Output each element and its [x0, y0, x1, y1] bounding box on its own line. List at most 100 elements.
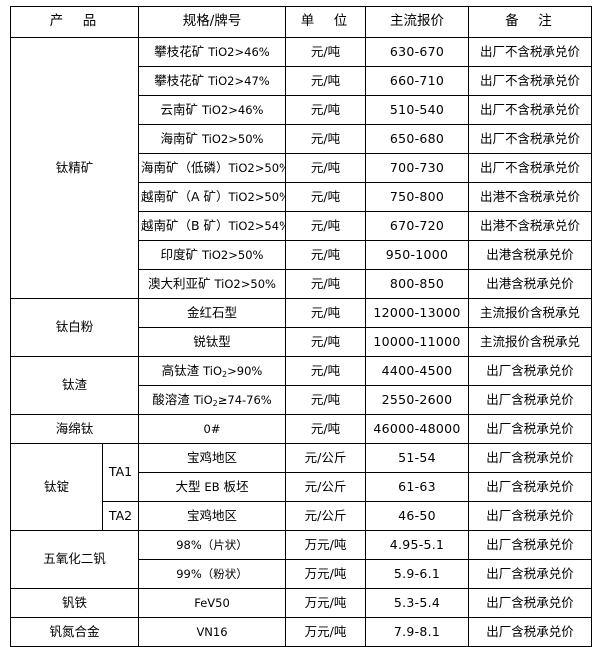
table-body: 钛精矿 攀枝花矿 TiO2>46% 元/吨 630-670 出厂不含税承兑价 攀枝花矿 T…	[10, 37, 592, 647]
remark-cell: 出港不含税承兑价	[468, 182, 592, 212]
unit-cell: 元/吨	[285, 356, 366, 386]
table-row: 云南矿 TiO2>46% 元/吨 510-540 出厂不含税承兑价	[11, 95, 592, 125]
price-cell: 630-670	[365, 37, 469, 67]
header-unit: 单 位	[285, 6, 366, 38]
unit-cell: 元/公斤	[285, 443, 366, 473]
spec-cell: 酸溶渣 TiO2≥74-76%	[138, 385, 286, 415]
unit-cell: 万元/吨	[285, 588, 366, 618]
price-cell: 2550-2600	[365, 385, 469, 415]
remark-cell: 出厂含税承兑价	[468, 385, 592, 415]
product-name-cell: 钛精矿	[10, 37, 139, 299]
unit-cell: 万元/吨	[285, 530, 366, 560]
unit-cell: 元/吨	[285, 37, 366, 67]
spec-cell: 锐钛型	[138, 327, 286, 357]
unit-cell: 元/吨	[285, 211, 366, 241]
remark-cell: 出厂不含税承兑价	[468, 66, 592, 96]
remark-cell: 出港不含税承兑价	[468, 211, 592, 241]
product-name-cell: 五氧化二钒	[10, 530, 139, 589]
remark-cell: 出厂含税承兑价	[468, 472, 592, 502]
price-cell: 5.3-5.4	[365, 588, 469, 618]
remark-cell: 出港含税承兑价	[468, 269, 592, 299]
price-cell: 650-680	[365, 124, 469, 154]
table-row: 钒氮合金 VN16 万元/吨 7.9-8.1 出厂含税承兑价	[10, 617, 592, 647]
remark-cell: 出厂含税承兑价	[468, 356, 592, 386]
unit-cell: 元/吨	[285, 298, 366, 328]
header-row: 产 品 规格/牌号 单 位 主流报价 备 注	[10, 6, 592, 38]
unit-cell: 元/吨	[285, 182, 366, 212]
table-row: 攀枝花矿 TiO2>47% 元/吨 660-710 出厂不含税承兑价	[11, 66, 592, 96]
remark-cell: 出厂不含税承兑价	[468, 95, 592, 125]
price-cell: 7.9-8.1	[365, 617, 469, 647]
spec-cell: 印度矿 TiO2>50%	[138, 240, 286, 270]
spec-cell: 攀枝花矿 TiO2>46%	[138, 37, 286, 67]
remark-cell: 出厂含税承兑价	[468, 501, 592, 531]
price-cell: 10000-11000	[365, 327, 469, 357]
header-product: 产 品	[10, 6, 139, 38]
unit-cell: 元/吨	[285, 327, 366, 357]
price-cell: 750-800	[365, 182, 469, 212]
spec-cell: 澳大利亚矿 TiO2>50%	[138, 269, 286, 299]
product-name-cell: 钛渣	[10, 356, 139, 415]
price-cell: 800-850	[365, 269, 469, 299]
header-price: 主流报价	[365, 6, 469, 38]
spec-cell: 越南矿（B 矿）TiO2>54%	[138, 211, 286, 241]
price-cell: 660-710	[365, 66, 469, 96]
table-row: 钛渣 高钛渣 TiO2>90% 元/吨 4400-4500 出厂含税承兑价	[10, 356, 592, 415]
price-cell: 12000-13000	[365, 298, 469, 328]
unit-cell: 元/吨	[285, 124, 366, 154]
price-cell: 700-730	[365, 153, 469, 183]
grade-cell: TA1	[102, 443, 139, 502]
spec-cell: 金红石型	[138, 298, 286, 328]
table-header: 产 品 规格/牌号 单 位 主流报价 备 注	[10, 6, 592, 38]
spec-cell: 99%（粉状）	[138, 559, 286, 589]
grade-cell: TA2	[102, 501, 139, 531]
unit-cell: 元/吨	[285, 66, 366, 96]
remark-cell: 出厂含税承兑价	[468, 530, 592, 560]
table-row: 钛锭 TA1 宝鸡地区 元/公斤 51-54 出厂含税承兑价	[10, 443, 592, 531]
remark-cell: 出港含税承兑价	[468, 240, 592, 270]
price-cell: 510-540	[365, 95, 469, 125]
product-name-cell: 钛锭	[10, 443, 103, 531]
unit-cell: 元/吨	[285, 153, 366, 183]
spec-cell: 攀枝花矿 TiO2>47%	[138, 66, 286, 96]
price-cell: 46-50	[365, 501, 469, 531]
unit-cell: 元/公斤	[285, 501, 366, 531]
table-row: 锐钛型 元/吨 10000-11000 主流报价含税承兑	[11, 327, 592, 357]
remark-cell: 主流报价含税承兑	[468, 327, 592, 357]
spec-cell: VN16	[138, 617, 286, 647]
table-row: 钒铁 FeV50 万元/吨 5.3-5.4 出厂含税承兑价	[10, 588, 592, 618]
unit-cell: 万元/吨	[285, 559, 366, 589]
table-row: 越南矿（B 矿）TiO2>54% 元/吨 670-720 出港不含税承兑价	[11, 211, 592, 241]
spec-cell: 0#	[138, 414, 286, 444]
remark-cell: 主流报价含税承兑	[468, 298, 592, 328]
table-row: 海南矿 TiO2>50% 元/吨 650-680 出厂不含税承兑价	[11, 124, 592, 154]
price-cell: 46000-48000	[365, 414, 469, 444]
remark-cell: 出厂含税承兑价	[468, 617, 592, 647]
product-name-cell: 钒铁	[10, 588, 139, 618]
spec-cell: 海南矿（低磷）TiO2>50%	[138, 153, 286, 183]
spec-cell: FeV50	[138, 588, 286, 618]
remark-cell: 出厂含税承兑价	[468, 588, 592, 618]
table-row: 海绵钛 0# 元/吨 46000-48000 出厂含税承兑价	[10, 414, 592, 444]
price-cell: 51-54	[365, 443, 469, 473]
product-name-cell: 海绵钛	[10, 414, 139, 444]
unit-cell: 万元/吨	[285, 617, 366, 647]
spec-cell: 高钛渣 TiO2>90%	[138, 356, 286, 386]
spec-cell: 大型 EB 板坯	[138, 472, 286, 502]
unit-cell: 元/吨	[285, 385, 366, 415]
spec-cell: 宝鸡地区	[138, 443, 286, 473]
price-cell: 4.95-5.1	[365, 530, 469, 560]
spec-cell: 海南矿 TiO2>50%	[138, 124, 286, 154]
price-cell: 5.9-6.1	[365, 559, 469, 589]
spec-cell: 云南矿 TiO2>46%	[138, 95, 286, 125]
price-cell: 61-63	[365, 472, 469, 502]
table-row: 钛白粉 金红石型 元/吨 12000-13000 主流报价含税承兑	[10, 298, 592, 357]
unit-cell: 元/吨	[285, 269, 366, 299]
price-cell: 950-1000	[365, 240, 469, 270]
remark-cell: 出厂含税承兑价	[468, 414, 592, 444]
unit-cell: 元/吨	[285, 240, 366, 270]
price-table-container: 产 品 规格/牌号 单 位 主流报价 备 注 钛精矿 攀枝花矿 TiO2>46% 元…	[10, 6, 592, 647]
product-name-cell: 钛白粉	[10, 298, 139, 357]
table-row: 五氧化二钒 98%（片状） 万元/吨 4.95-5.1 出厂含税承兑价	[10, 530, 592, 589]
price-cell: 4400-4500	[365, 356, 469, 386]
